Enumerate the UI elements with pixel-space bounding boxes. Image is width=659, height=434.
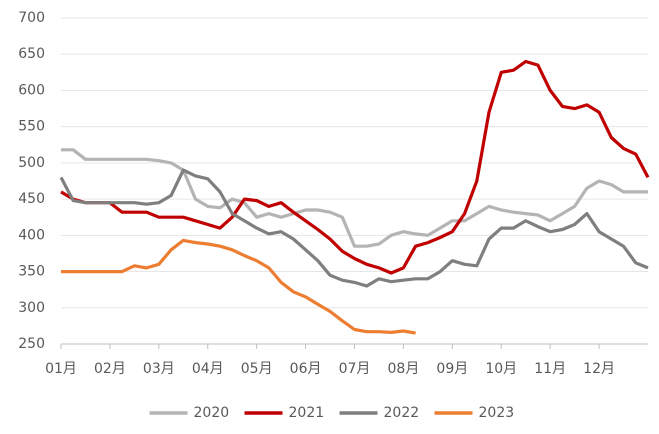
y-tick-label: 450 bbox=[18, 191, 45, 207]
series-line bbox=[61, 238, 416, 335]
series-line bbox=[59, 168, 649, 288]
y-tick-label: 350 bbox=[18, 264, 45, 280]
x-tick-label: 11月 bbox=[534, 361, 566, 377]
y-tick-label: 650 bbox=[18, 46, 45, 62]
legend-label: 2020 bbox=[194, 405, 230, 421]
x-tick-label: 04月 bbox=[192, 361, 224, 377]
x-tick-label: 12月 bbox=[583, 361, 615, 377]
x-tick-label: 09月 bbox=[436, 361, 468, 377]
y-tick-label: 550 bbox=[18, 119, 45, 135]
x-tick-label: 02月 bbox=[94, 361, 126, 377]
x-tick-label: 10月 bbox=[485, 361, 517, 377]
x-tick-label: 05月 bbox=[241, 361, 273, 377]
x-tick-label: 03月 bbox=[143, 361, 175, 377]
y-tick-label: 600 bbox=[18, 82, 45, 98]
legend-label: 2023 bbox=[479, 405, 515, 421]
series-line bbox=[61, 148, 648, 248]
x-tick-label: 08月 bbox=[388, 361, 420, 377]
legend-label: 2021 bbox=[289, 405, 325, 421]
y-tick-label: 500 bbox=[18, 155, 45, 171]
legend-label: 2022 bbox=[384, 405, 420, 421]
series-line bbox=[60, 59, 650, 275]
y-tick-label: 400 bbox=[18, 227, 45, 243]
x-tick-label: 01月 bbox=[45, 361, 77, 377]
y-tick-label: 700 bbox=[18, 10, 45, 26]
x-tick-label: 06月 bbox=[290, 361, 322, 377]
x-tick-label: 07月 bbox=[339, 361, 371, 377]
y-tick-label: 300 bbox=[18, 300, 45, 316]
y-tick-label: 250 bbox=[18, 336, 45, 352]
